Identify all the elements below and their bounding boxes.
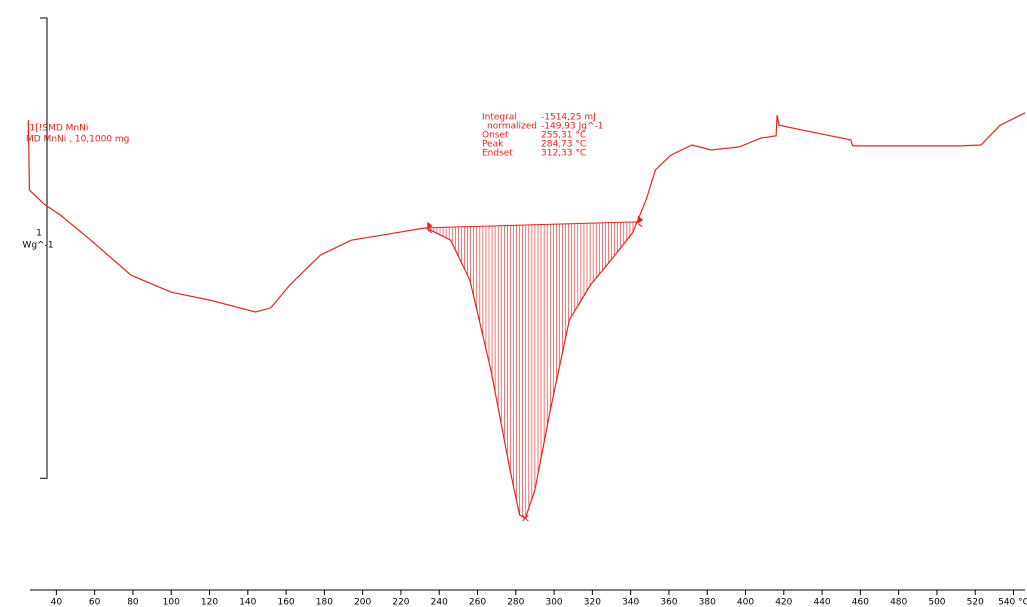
integration-limit bbox=[637, 215, 644, 228]
dsc-curve bbox=[27, 112, 1026, 520]
result-value: -149,93 Jg^-1 bbox=[541, 122, 603, 132]
sample-label: MD MnNi , 10,1000 mg bbox=[26, 135, 129, 145]
peak-marker bbox=[522, 514, 529, 522]
x-tick-label: 260 bbox=[469, 598, 486, 607]
x-tick-label: 320 bbox=[584, 598, 601, 607]
x-tick-label: 480 bbox=[890, 598, 907, 607]
result-label: Peak bbox=[482, 140, 504, 150]
integration-limit bbox=[427, 221, 433, 234]
result-value: -1514,25 mJ bbox=[541, 113, 596, 123]
x-tick-label: 300 bbox=[545, 598, 562, 607]
scale-bar bbox=[40, 17, 48, 479]
x-tick-label: 380 bbox=[699, 598, 716, 607]
result-label: normalized bbox=[487, 122, 537, 132]
x-tick-label: 60 bbox=[89, 598, 101, 607]
x-tick-label: 120 bbox=[201, 598, 218, 607]
x-tick-label: 280 bbox=[507, 598, 524, 607]
x-tick-label: 420 bbox=[775, 598, 792, 607]
x-tick-label: 200 bbox=[354, 598, 371, 607]
result-label: Onset bbox=[482, 131, 509, 141]
x-tick-label: 340 bbox=[622, 598, 639, 607]
result-value: 312,33 °C bbox=[541, 149, 586, 159]
x-tick-label: 520 bbox=[967, 598, 984, 607]
x-tick-label: 440 bbox=[813, 598, 830, 607]
result-value: 255,31 °C bbox=[541, 131, 586, 141]
y-unit-value: 1 bbox=[36, 229, 42, 239]
x-tick-label: 80 bbox=[127, 598, 139, 607]
sample-label: ]1[!SMD MnNi bbox=[26, 124, 88, 134]
x-tick-label: 220 bbox=[392, 598, 409, 607]
x-tick-label: 240 bbox=[431, 598, 448, 607]
baseline bbox=[427, 221, 639, 229]
y-unit: Wg^-1 bbox=[22, 241, 53, 251]
result-value: 284,73 °C bbox=[541, 140, 586, 150]
result-label: Integral bbox=[482, 113, 517, 123]
x-tick-label: 140 bbox=[239, 598, 256, 607]
x-tick-label: 160 bbox=[277, 598, 294, 607]
x-tick-label: 500 bbox=[928, 598, 945, 607]
result-label: Endset bbox=[482, 149, 513, 159]
x-tick-label: 460 bbox=[852, 598, 869, 607]
x-tick-label: 540 °C bbox=[998, 598, 1027, 607]
x-tick-label: 400 bbox=[737, 598, 754, 607]
x-tick-label: 40 bbox=[51, 598, 63, 607]
x-tick-label: 360 bbox=[660, 598, 677, 607]
x-tick-label: 100 bbox=[163, 598, 180, 607]
x-tick-label: 180 bbox=[316, 598, 333, 607]
